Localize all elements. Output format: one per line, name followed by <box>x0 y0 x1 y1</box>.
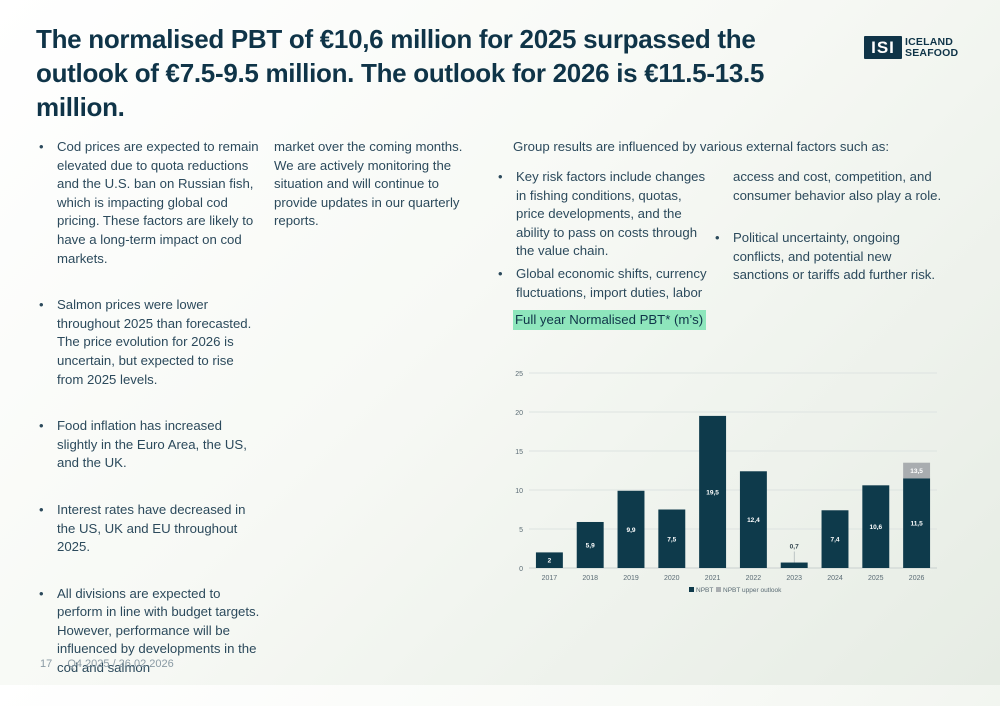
page-number: 17 <box>40 658 53 670</box>
y-tick-label: 5 <box>519 527 523 534</box>
npbt-bar <box>535 552 563 568</box>
npbt-bar-chart: 0510152025220175,920189,920197,5202019,5… <box>515 371 937 594</box>
outlook-bullet-list: Cod prices are expected to remain elevat… <box>36 138 260 706</box>
npbt-data-label: 7,5 <box>667 536 676 543</box>
y-tick-label: 10 <box>515 488 523 495</box>
npbt-bar <box>576 521 604 568</box>
bullet-salmon-prices: Salmon prices were lower throughout 2025… <box>36 296 260 389</box>
npbt-bar <box>658 509 686 568</box>
y-tick-label: 20 <box>515 410 523 417</box>
bullet-key-risks: Key risk factors include changes in fish… <box>495 168 707 261</box>
x-tick-label: 2021 <box>705 575 721 582</box>
x-tick-label: 2017 <box>542 575 558 582</box>
x-tick-label: 2023 <box>786 575 802 582</box>
npbt-data-label: 0,7 <box>790 544 799 551</box>
x-tick-label: 2024 <box>827 575 843 582</box>
npbt-bar <box>699 415 727 568</box>
risk-bullet-list-2: Political uncertainty, ongoing conflicts… <box>712 229 944 285</box>
y-tick-label: 15 <box>515 449 523 456</box>
npbt-data-label: 7,4 <box>830 537 839 544</box>
outlook-data-label: 13,5 <box>910 468 923 475</box>
npbt-data-label: 9,9 <box>626 527 635 534</box>
risk-factors-intro: Group results are influenced by various … <box>513 139 890 154</box>
npbt-data-label: 19,5 <box>706 489 719 496</box>
page-footer: 17 Q4 2025 / 26.02.2026 <box>40 658 174 670</box>
npbt-bar <box>862 485 890 568</box>
logo-line-1: ICELAND <box>905 36 954 48</box>
npbt-bar <box>739 471 767 568</box>
npbt-data-label: 5,9 <box>586 542 595 549</box>
npbt-data-label: 11,5 <box>910 521 923 528</box>
x-tick-label: 2019 <box>623 575 639 582</box>
risk-bullet-list: Key risk factors include changes in fish… <box>495 168 707 306</box>
logo-line-2: SEAFOOD <box>905 46 959 59</box>
bullet-food-inflation: Food inflation has increased slightly in… <box>36 417 260 473</box>
legend-label-npbt: NPBT <box>696 587 713 594</box>
legend-swatch-upper-outlook <box>716 587 721 592</box>
npbt-data-label: 10,6 <box>869 524 882 531</box>
x-tick-label: 2020 <box>664 575 680 582</box>
economic-shifts-continuation: access and cost, competition, and consum… <box>733 169 942 203</box>
bullet-divisions: All divisions are expected to perform in… <box>36 585 260 678</box>
logo-wordmark: ICELAND SEAFOOD <box>905 37 958 58</box>
bullet-political-uncertainty: Political uncertainty, ongoing conflicts… <box>712 229 944 285</box>
npbt-bar <box>780 562 808 568</box>
report-period: Q4 2025 / 26.02.2026 <box>67 658 174 670</box>
npbt-bar <box>617 490 645 568</box>
legend-label-upper-outlook: NPBT upper outlook <box>723 587 782 594</box>
divisions-continuation-text: market over the coming months. We are ac… <box>274 139 463 229</box>
bullet-economic-shifts: Global economic shifts, currency fluctua… <box>495 265 707 302</box>
npbt-data-label: 12,4 <box>747 517 760 524</box>
logo-mark: ISI <box>864 36 902 59</box>
npbt-bar <box>821 510 849 568</box>
legend-swatch-npbt <box>689 587 694 592</box>
page-title: The normalised PBT of €10,6 million for … <box>36 24 765 122</box>
y-tick-label: 25 <box>515 371 523 378</box>
npbt-bar <box>903 478 931 568</box>
y-tick-label: 0 <box>519 566 523 573</box>
x-tick-label: 2025 <box>868 575 884 582</box>
x-tick-label: 2026 <box>909 575 925 582</box>
iceland-seafood-logo: ISI ICELAND SEAFOOD <box>864 36 958 59</box>
x-tick-label: 2022 <box>746 575 762 582</box>
x-tick-label: 2018 <box>582 575 598 582</box>
chart-title: Full year Normalised PBT* (m’s) <box>513 310 707 330</box>
npbt-data-label: 2 <box>548 558 552 565</box>
bullet-cod-prices: Cod prices are expected to remain elevat… <box>36 138 260 268</box>
bullet-interest-rates: Interest rates have decreased in the US,… <box>36 501 260 557</box>
npbt-upper-outlook-bar <box>903 462 931 479</box>
